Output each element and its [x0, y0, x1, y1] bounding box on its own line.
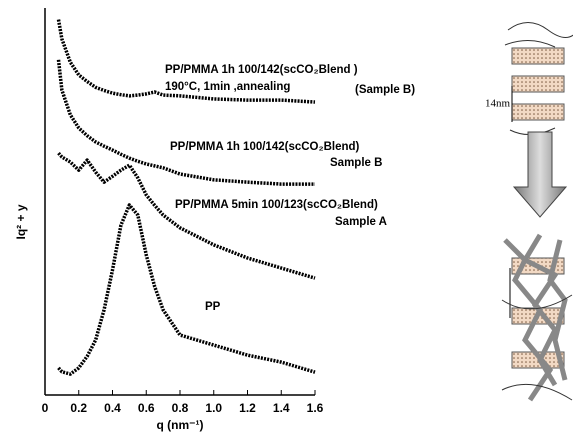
annotation: PP/PMMA 5min 100/123(scCO₂Blend): [175, 199, 378, 211]
x-tick-label: 0.2: [70, 401, 87, 415]
x-tick-label: 1.4: [273, 401, 290, 415]
annotation: PP/PMMA 1h 100/142(scCO₂Blend): [170, 141, 360, 153]
x-tick-label: 1.0: [205, 401, 222, 415]
chain: [501, 294, 573, 401]
x-axis-label: q (nm⁻¹): [157, 418, 204, 432]
x-tick-label: 0.4: [104, 401, 121, 415]
annotation: PP: [205, 301, 221, 313]
pmma-chains: [503, 233, 568, 402]
lamella: [511, 75, 565, 93]
x-tick-label: 0.6: [138, 401, 155, 415]
lamella: [511, 103, 565, 121]
spacing-label: 14nm: [485, 98, 511, 110]
annotation: 190°C, 1min ,annealing: [165, 81, 290, 93]
series-line: [56, 59, 315, 186]
y-axis-label: Iq² + y: [14, 204, 28, 239]
x-tick-label: 0.8: [172, 401, 189, 415]
annotation: (Sample B): [355, 84, 415, 96]
x-tick-label: 0: [42, 401, 49, 415]
series-line: [57, 203, 316, 376]
lamella: [511, 47, 565, 65]
x-tick-label: 1.2: [239, 401, 256, 415]
arrow: [512, 131, 568, 218]
x-tick-label: 1.6: [307, 401, 324, 415]
schematic: 14nm: [485, 22, 573, 402]
series-line: [56, 19, 316, 104]
annotation: Sample A: [335, 216, 387, 228]
annotation: Sample B: [330, 157, 382, 169]
series-line: [57, 151, 316, 280]
annotation: PP/PMMA 1h 100/142(scCO₂Blend ): [165, 64, 358, 76]
